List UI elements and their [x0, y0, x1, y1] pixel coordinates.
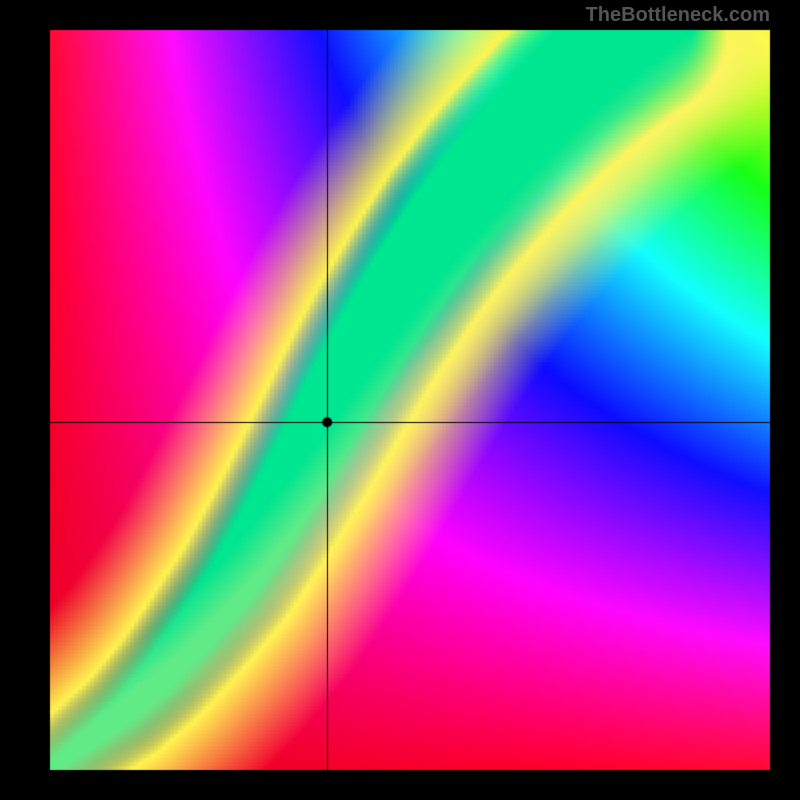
bottleneck-heatmap	[0, 0, 800, 800]
chart-container: { "attribution": "TheBottleneck.com", "c…	[0, 0, 800, 800]
attribution-text: TheBottleneck.com	[586, 4, 770, 27]
